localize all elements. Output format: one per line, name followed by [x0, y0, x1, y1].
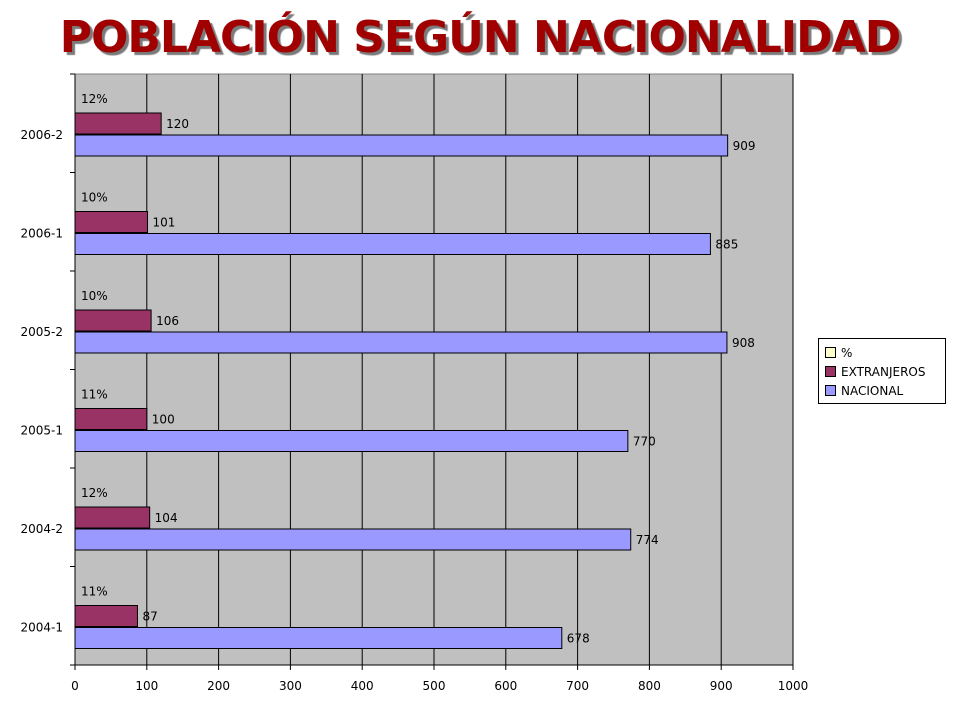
x-tick-label: 900: [710, 679, 733, 693]
legend-label-nacional: NACIONAL: [841, 383, 904, 398]
y-tick-label: 2005-1: [20, 424, 63, 438]
data-label-extranjeros: 104: [155, 511, 178, 525]
x-tick-label: 400: [351, 679, 374, 693]
data-label-nacional: 908: [732, 336, 755, 350]
bar-extranjeros: [74, 112, 162, 135]
legend-swatch-extranjeros: [825, 366, 836, 377]
x-tick-label: 0: [71, 679, 79, 693]
x-tick-label: 300: [279, 679, 302, 693]
chart-title: POBLACIÓN SEGÚN NACIONALIDAD: [59, 12, 902, 63]
data-label-percent: 10%: [81, 289, 108, 303]
data-label-nacional: 909: [733, 139, 756, 153]
x-tick-label: 600: [494, 679, 517, 693]
data-label-extranjeros: 100: [152, 413, 175, 427]
bar-nacional: [74, 331, 728, 354]
data-label-percent: 11%: [81, 388, 108, 402]
labels: 2004-1 87 678 11% 2004-2 104 774 12% 2005-1 100 77…: [20, 92, 755, 646]
data-label-nacional: 678: [567, 632, 590, 646]
legend-swatch-nacional: [825, 385, 836, 396]
y-tick-label: 2006-1: [20, 227, 63, 241]
data-label-nacional: 770: [633, 435, 656, 449]
bar-nacional: [74, 627, 563, 649]
legend-label-extranjeros: EXTRANJEROS: [841, 364, 926, 379]
data-label-extranjeros: 101: [153, 216, 176, 230]
y-tick-label: 2004-1: [20, 621, 63, 635]
bar-nacional: [74, 233, 711, 255]
y-tick-label: 2004-2: [20, 522, 63, 536]
legend-item-extranjeros: EXTRANJEROS: [825, 362, 945, 381]
data-label-percent: 10%: [81, 191, 108, 205]
gridlines: [146, 74, 794, 665]
data-label-extranjeros: 87: [142, 610, 157, 624]
x-tick-label: 800: [638, 679, 661, 693]
bar-extranjeros: [74, 408, 148, 430]
y-tick-label: 2006-2: [20, 128, 63, 142]
bar-extranjeros: [74, 506, 151, 529]
legend: % EXTRANJEROS NACIONAL: [818, 338, 946, 404]
legend-label-percent: %: [841, 345, 853, 360]
y-tick-label: 2005-2: [20, 325, 63, 339]
legend-item-nacional: NACIONAL: [825, 381, 945, 400]
data-label-extranjeros: 106: [156, 314, 179, 328]
legend-swatch-percent: [825, 347, 836, 358]
data-label-percent: 11%: [81, 585, 108, 599]
axes: 0 100 200 300 400 500 600 700 800 900 1000: [70, 73, 809, 693]
bar-extranjeros: [74, 605, 138, 627]
legend-item-percent: %: [825, 343, 945, 362]
x-tick-label: 200: [207, 679, 230, 693]
x-tick-label: 100: [135, 679, 158, 693]
data-label-extranjeros: 120: [166, 117, 189, 131]
bar-extranjeros: [74, 211, 149, 233]
data-label-percent: 12%: [81, 486, 108, 500]
bars: [74, 112, 729, 649]
bar-nacional: [74, 134, 729, 157]
x-tick-label: 500: [423, 679, 446, 693]
x-tick-label: 700: [566, 679, 589, 693]
data-label-nacional: 774: [636, 533, 659, 547]
data-label-nacional: 885: [715, 238, 738, 252]
data-label-percent: 12%: [81, 92, 108, 106]
bar-nacional: [74, 528, 632, 551]
bar-nacional: [74, 430, 629, 452]
x-tick-label: 1000: [778, 679, 809, 693]
bar-extranjeros: [74, 309, 152, 332]
